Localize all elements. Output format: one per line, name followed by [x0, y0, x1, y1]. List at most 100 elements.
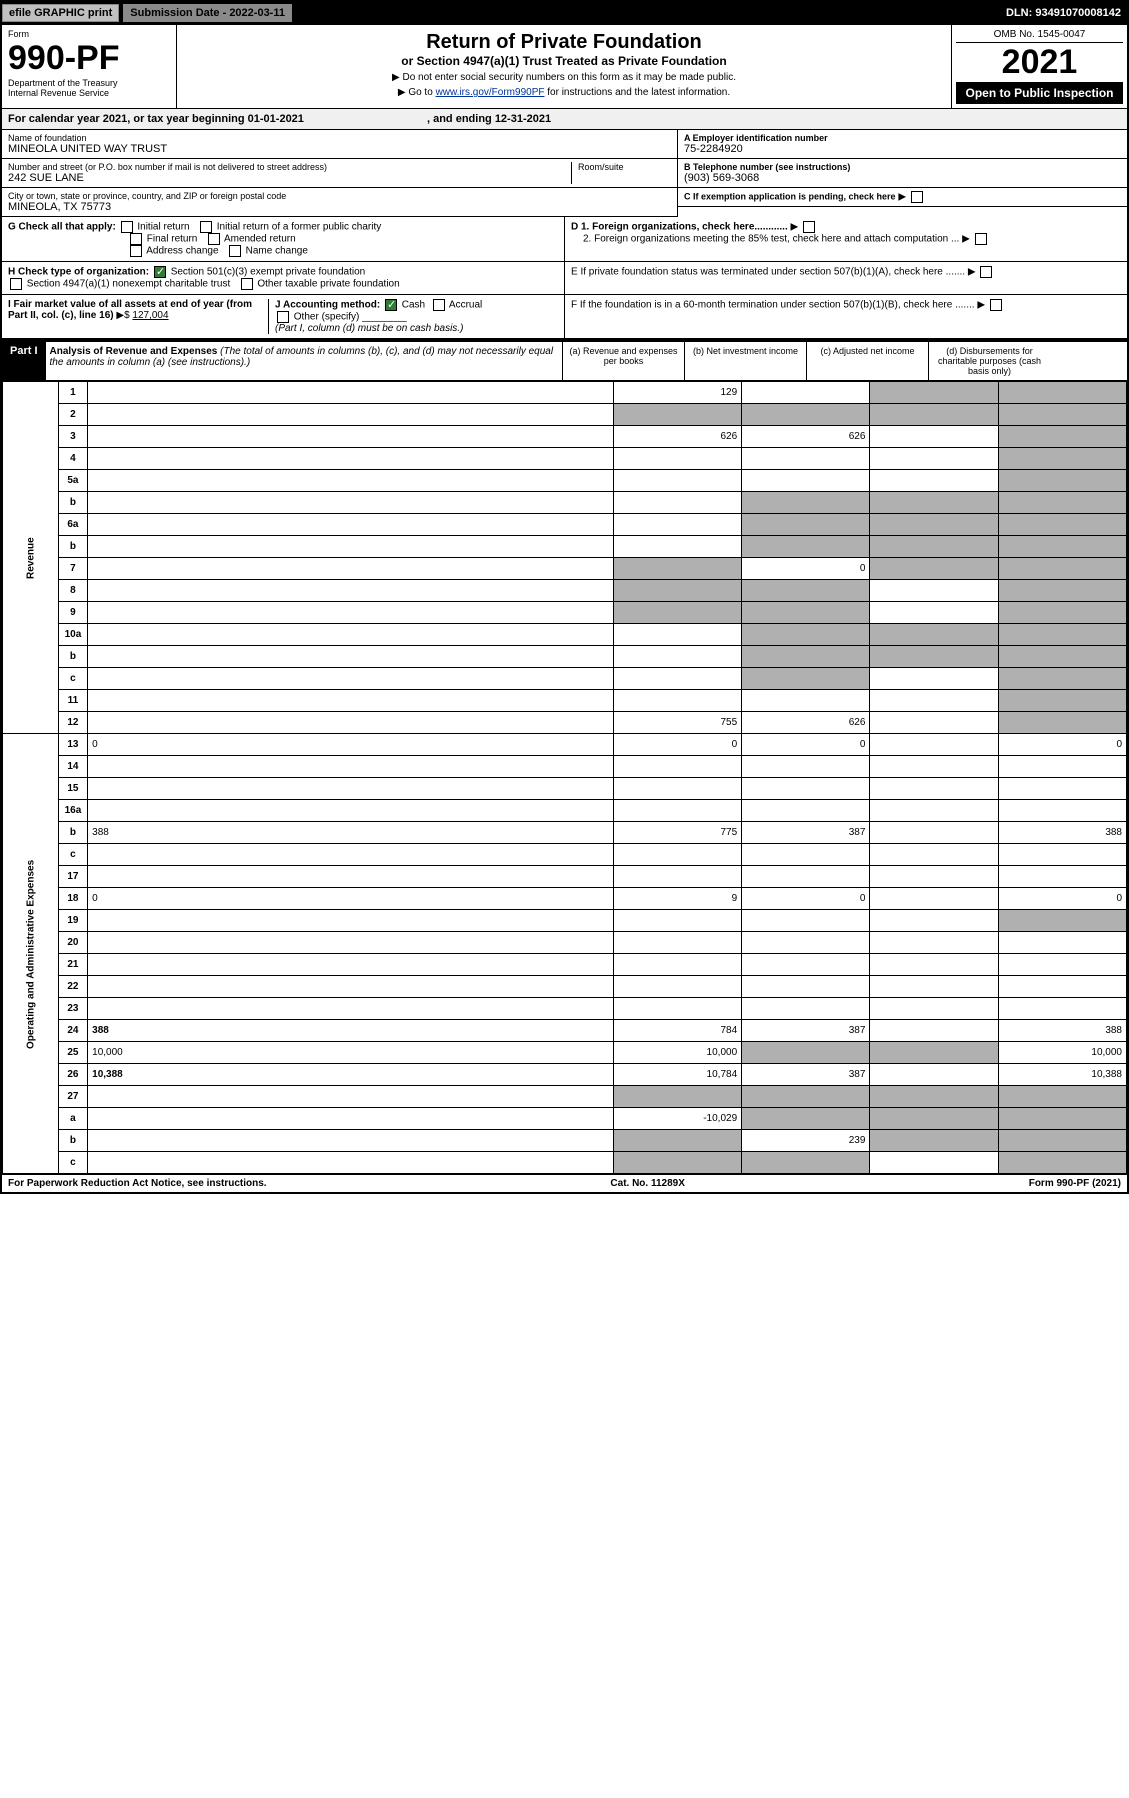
g-name-checkbox[interactable] — [229, 245, 241, 257]
c-label: C If exemption application is pending, c… — [684, 192, 896, 202]
value-col-a — [613, 690, 741, 712]
value-col-a: 10,784 — [613, 1064, 741, 1086]
value-col-a — [613, 580, 741, 602]
c-checkbox[interactable] — [911, 191, 923, 203]
value-col-a — [613, 800, 741, 822]
value-col-b — [742, 646, 870, 668]
value-col-c — [870, 734, 998, 756]
value-col-c — [870, 932, 998, 954]
line-number: 23 — [58, 998, 87, 1020]
form990pf-link[interactable]: www.irs.gov/Form990PF — [436, 87, 545, 98]
value-col-d — [998, 404, 1126, 426]
open-public-badge: Open to Public Inspection — [956, 82, 1123, 104]
h-501c3-checkbox[interactable] — [154, 266, 166, 278]
line-description — [88, 646, 614, 668]
omb-number: OMB No. 1545-0047 — [956, 29, 1123, 43]
dept-treasury: Department of the Treasury — [8, 78, 170, 88]
value-col-c — [870, 1042, 998, 1064]
value-col-a — [613, 602, 741, 624]
g-addr-checkbox[interactable] — [130, 245, 142, 257]
value-col-d — [998, 1108, 1126, 1130]
value-col-b — [742, 382, 870, 404]
value-col-c — [870, 1108, 998, 1130]
value-col-d — [998, 712, 1126, 734]
line-number: 14 — [58, 756, 87, 778]
value-col-b — [742, 954, 870, 976]
j-other-checkbox[interactable] — [277, 311, 289, 323]
value-col-a — [613, 954, 741, 976]
value-col-b: 626 — [742, 712, 870, 734]
line-number: 5a — [58, 470, 87, 492]
value-col-a: 784 — [613, 1020, 741, 1042]
j-accrual-checkbox[interactable] — [433, 299, 445, 311]
form-number: 990-PF — [8, 39, 170, 78]
h-label: H Check type of organization: — [8, 267, 149, 278]
line-description — [88, 580, 614, 602]
f-label: F If the foundation is in a 60-month ter… — [571, 300, 975, 311]
line-description — [88, 1152, 614, 1174]
line-description — [88, 800, 614, 822]
d1-checkbox[interactable] — [803, 221, 815, 233]
value-col-b — [742, 580, 870, 602]
line-description — [88, 1108, 614, 1130]
value-col-b — [742, 844, 870, 866]
value-col-c — [870, 888, 998, 910]
line-description — [88, 910, 614, 932]
value-col-b — [742, 800, 870, 822]
line-number: 9 — [58, 602, 87, 624]
value-col-d — [998, 668, 1126, 690]
topbar: efile GRAPHIC print Submission Date - 20… — [2, 2, 1127, 24]
col-b-header: (b) Net investment income — [684, 342, 806, 380]
line-description — [88, 778, 614, 800]
e-checkbox[interactable] — [980, 266, 992, 278]
i-value: 127,004 — [132, 310, 168, 321]
h-4947-checkbox[interactable] — [10, 278, 22, 290]
efile-print-button[interactable]: efile GRAPHIC print — [2, 4, 119, 22]
value-col-d — [998, 778, 1126, 800]
part1-label: Part I — [2, 342, 46, 380]
g-amended-checkbox[interactable] — [208, 233, 220, 245]
value-col-d — [998, 602, 1126, 624]
line-number: 17 — [58, 866, 87, 888]
d2-checkbox[interactable] — [975, 233, 987, 245]
j-other: Other (specify) — [294, 312, 360, 323]
g-initial-checkbox[interactable] — [121, 221, 133, 233]
value-col-b — [742, 404, 870, 426]
value-col-d — [998, 998, 1126, 1020]
value-col-b — [742, 778, 870, 800]
j-cash-checkbox[interactable] — [385, 299, 397, 311]
value-col-d: 388 — [998, 1020, 1126, 1042]
line-number: 27 — [58, 1086, 87, 1108]
line-description — [88, 756, 614, 778]
value-col-d — [998, 514, 1126, 536]
value-col-a — [613, 514, 741, 536]
line-description — [88, 470, 614, 492]
city-state-zip: MINEOLA, TX 75773 — [8, 201, 671, 213]
value-col-b — [742, 470, 870, 492]
value-col-b: 626 — [742, 426, 870, 448]
line-description — [88, 404, 614, 426]
page-subtitle: or Section 4947(a)(1) Trust Treated as P… — [183, 54, 945, 68]
city-label: City or town, state or province, country… — [8, 191, 671, 201]
value-col-c — [870, 844, 998, 866]
value-col-c — [870, 1130, 998, 1152]
line-number: 16a — [58, 800, 87, 822]
value-col-b: 387 — [742, 822, 870, 844]
value-col-b — [742, 1042, 870, 1064]
value-col-d: 0 — [998, 888, 1126, 910]
g-initial-former-checkbox[interactable] — [200, 221, 212, 233]
g-amended: Amended return — [224, 234, 296, 245]
f-checkbox[interactable] — [990, 299, 1002, 311]
value-col-c — [870, 822, 998, 844]
line-number: 8 — [58, 580, 87, 602]
value-col-b — [742, 624, 870, 646]
j-note: (Part I, column (d) must be on cash basi… — [275, 323, 463, 334]
value-col-a: -10,029 — [613, 1108, 741, 1130]
value-col-b: 239 — [742, 1130, 870, 1152]
line-description: 0 — [88, 888, 614, 910]
value-col-c — [870, 1020, 998, 1042]
g-final-checkbox[interactable] — [130, 233, 142, 245]
value-col-c — [870, 514, 998, 536]
h-other-tax-checkbox[interactable] — [241, 278, 253, 290]
form-label: Form — [8, 29, 170, 39]
